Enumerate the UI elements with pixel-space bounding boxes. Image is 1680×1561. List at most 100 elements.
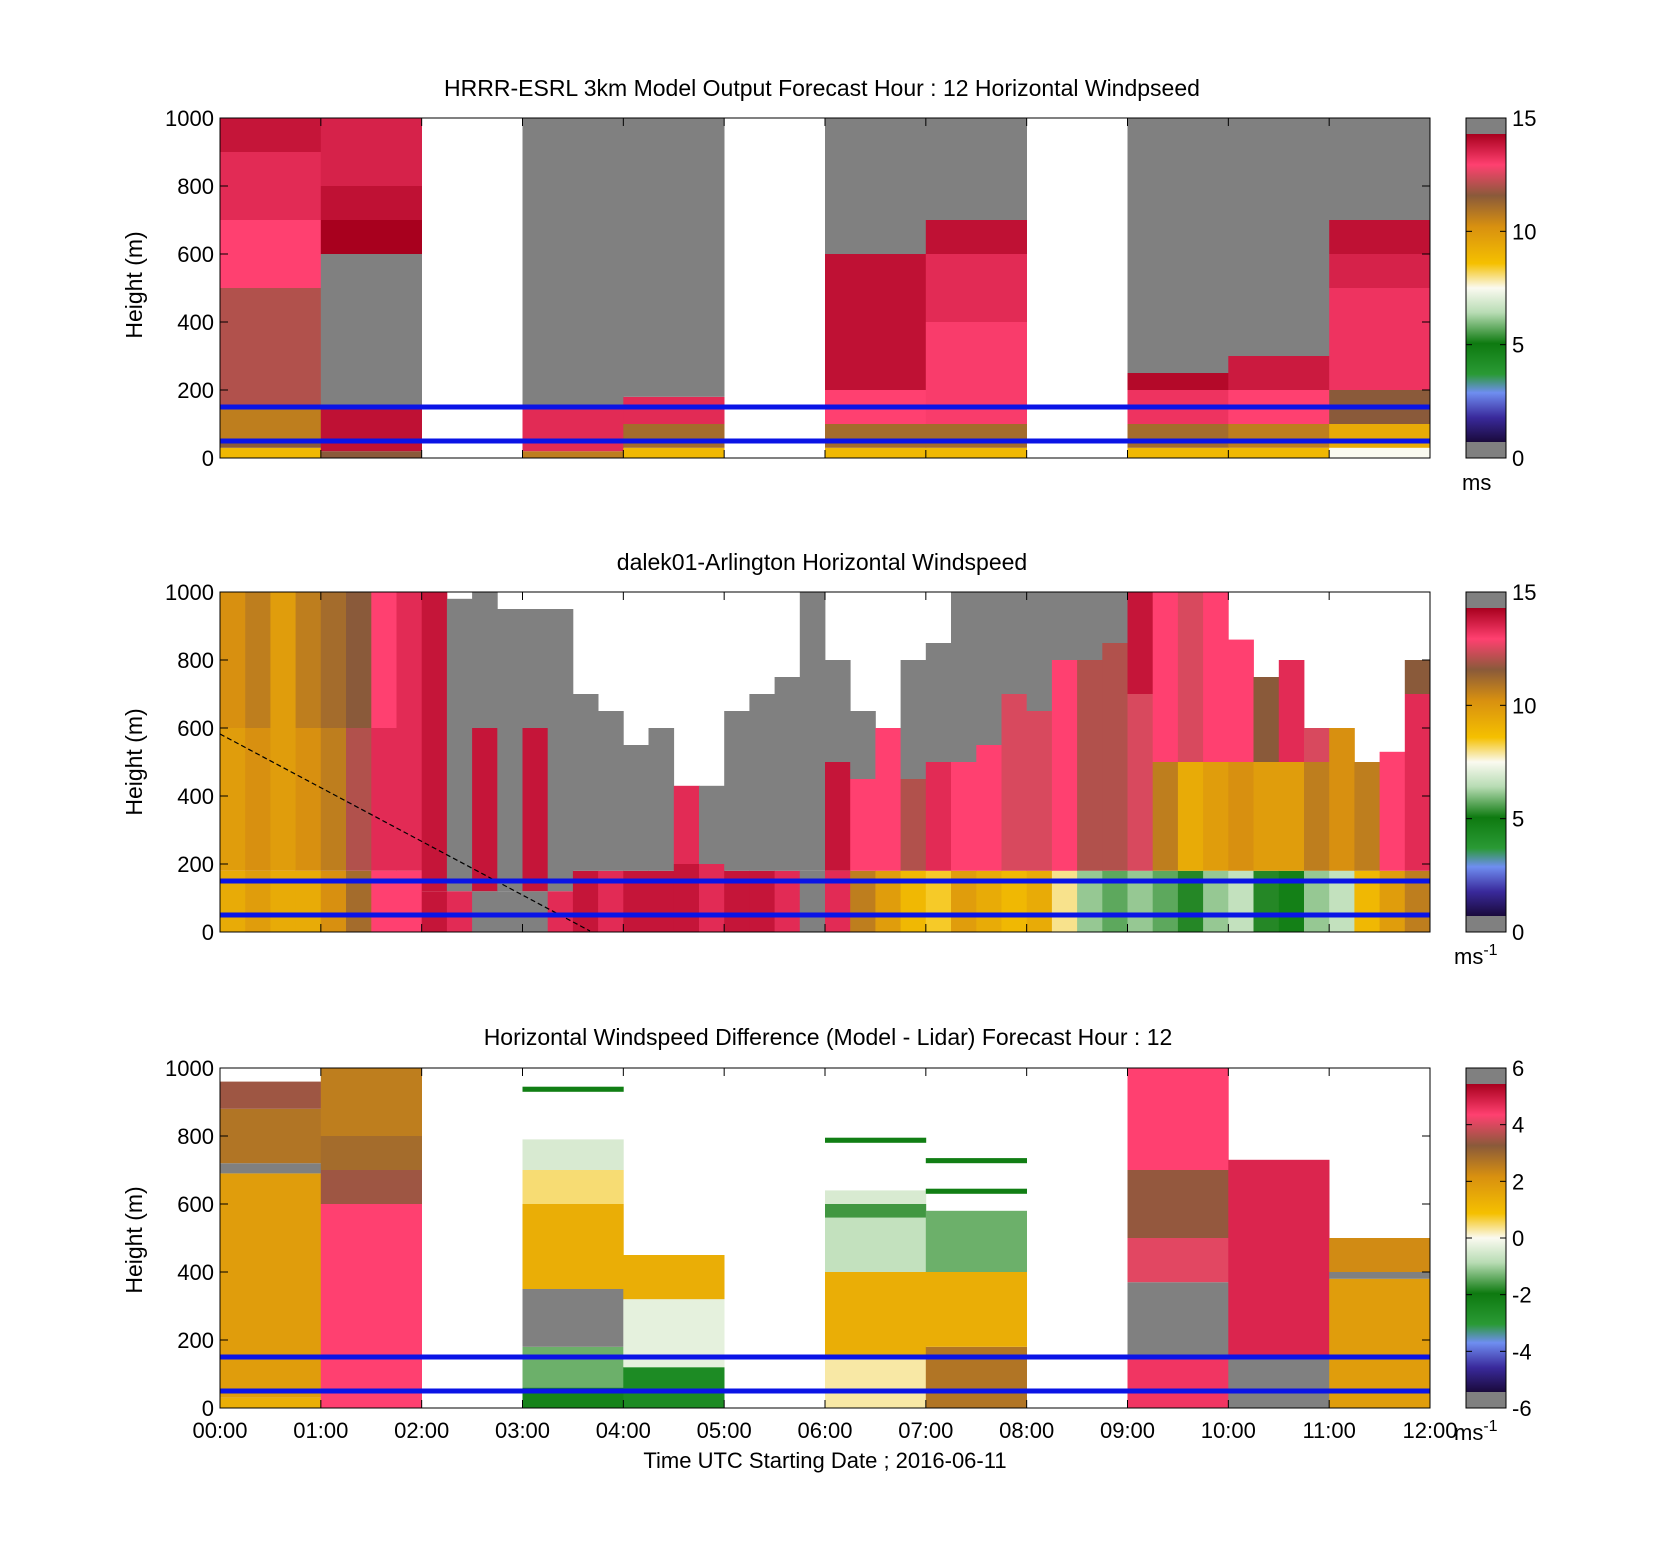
heatmap-cell-41-1 [1253,762,1280,871]
x-tick-label: 10:00 [1201,1418,1256,1443]
heatmap-cell-2-2 [270,592,296,728]
heatmap-cell-38-2 [1177,592,1204,762]
heatmap-cell-41-2 [1253,677,1280,762]
heatmap-cell-7-1 [1228,1159,1330,1357]
heatmap-cell-3-2 [623,396,725,424]
heatmap-cell-18-0 [673,864,700,932]
colorbar-over-cap [1466,592,1506,608]
heatmap-cell-0-0 [220,1397,322,1408]
heatmap-cell-0-5 [220,152,322,220]
heatmap-cell-2-1 [522,407,624,452]
heatmap-cell-8-1 [421,728,448,892]
heatmap-cell-12-2 [522,609,549,728]
heatmap-cell-8-5 [1329,220,1431,254]
panel-3-title: Horizontal Windspeed Difference (Model -… [484,1024,1173,1050]
panel-2-dashed-trend-line [219,733,591,932]
heatmap-cell-8-0 [1329,447,1431,458]
y-tick-label: 200 [177,378,214,403]
heatmap-cell-5-4 [925,220,1027,254]
y-tick-label: 800 [177,648,214,673]
colorbar-tick-label: 10 [1512,219,1536,244]
heatmap-cell-0-1 [220,728,246,871]
heatmap-cell-45-1 [1354,762,1380,871]
heatmap-cell-3-0 [623,1367,725,1408]
heatmap-cell-7-4 [1228,118,1330,356]
heatmap-cell-13-0 [547,891,574,932]
heatmap-cell-14-1 [572,728,599,871]
heatmap-cell-22-1 [774,677,801,871]
y-tick-label: 800 [177,174,214,199]
panel-2-ticks: 0 200 400 600 800 1000 [165,580,1431,945]
heatmap-cell-2-2 [522,1289,624,1347]
heatmap-cell-0-4 [220,1081,322,1109]
heatmap-cell-16-1 [623,745,649,871]
heatmap-cell-6-1 [1127,1282,1229,1357]
heatmap-cell-31-1 [1001,694,1028,871]
heatmap-cell-0-2 [220,1163,322,1174]
heatmap-cell-35-2 [1102,592,1128,643]
y-tick-label: 0 [202,1396,214,1421]
colorbar-unit: ms [1462,470,1491,495]
colorbar-frame [1465,117,1507,459]
heatmap-cell-6-2 [1127,1238,1229,1283]
heatmap-cell-2-6 [522,1086,624,1092]
heatmap-cell-4-2 [320,592,347,728]
x-tick-label: 03:00 [495,1418,550,1443]
heatmap-cell-1-1 [320,1170,422,1204]
x-axis-label: Time UTC Starting Date ; 2016-06-11 [643,1448,1006,1473]
heatmap-cell-10-2 [472,592,498,728]
heatmap-cell-34-1 [1077,660,1103,871]
y-tick-label: 400 [177,784,214,809]
heatmap-cell-25-2 [850,711,876,779]
x-tick-labels: 00:00 01:00 02:00 03:00 04:00 05:00 06:00 07:00… [192,1418,1457,1443]
heatmap-cell-2-1 [270,728,296,871]
y-tick-label: 200 [177,1328,214,1353]
panel-1-reference-lines [220,404,1430,444]
heatmap-cell-26-1 [875,728,901,871]
y-tick-label: 400 [177,310,214,335]
heatmap-cell-3-0 [623,447,725,458]
panel-3-ticks: 0 200 400 600 800 1000 [165,1056,1431,1421]
heatmap-cell-29-1 [951,762,977,871]
y-tick-label: 200 [177,852,214,877]
colorbar-unit-exponent: -1 [1483,1418,1497,1435]
heatmap-cell-8-3 [1329,288,1431,390]
colorbar-under-cap [1466,1392,1506,1408]
y-tick-label: 1000 [165,106,214,131]
heatmap-cell-30-2 [976,592,1002,745]
heatmap-cell-5-1 [925,424,1027,448]
y-tick-label: 400 [177,1260,214,1285]
colorbar-tick-label: 5 [1512,807,1524,832]
heatmap-cell-7-1 [396,728,423,871]
heatmap-cell-20-1 [724,711,750,871]
panel-1-title: HRRR-ESRL 3km Model Output Forecast Hour… [444,75,1200,101]
heatmap-cell-0-3 [220,288,322,407]
colorbar-tick-label: 6 [1512,1056,1524,1081]
heatmap-cell-0-1 [220,441,322,448]
heatmap-cell-27-1 [900,779,927,871]
heatmap-cell-4-4 [825,1190,927,1204]
heatmap-cell-7-0 [1228,447,1330,458]
heatmap-cell-10-1 [472,728,498,892]
heatmap-cell-4-1 [825,1272,927,1357]
heatmap-cell-35-1 [1102,643,1128,871]
heatmap-cell-0-1 [220,1173,322,1398]
heatmap-cell-44-1 [1329,728,1355,871]
heatmap-cell-0-4 [220,220,322,288]
heatmap-cell-17-1 [648,728,675,871]
heatmap-cell-9-1 [446,728,473,892]
heatmap-cell-11-0 [497,891,523,932]
colorbar-tick-label: 15 [1512,106,1536,131]
panel-2-reference-lines [220,878,1430,918]
heatmap-cell-0-6 [220,118,322,152]
heatmap-cell-5-2 [346,592,372,728]
heatmap-cell-5-2 [925,1210,1027,1272]
heatmap-cell-36-2 [1127,592,1154,694]
colorbar-tick-label: 2 [1512,1169,1524,1194]
heatmap-cell-36-1 [1127,694,1154,871]
heatmap-cell-1-4 [320,186,422,220]
heatmap-cell-6-1 [1127,424,1229,448]
heatmap-cell-33-2 [1051,592,1078,660]
panel-1: HRRR-ESRL 3km Model Output Forecast Hour… [121,75,1536,495]
heatmap-cell-28-1 [925,762,952,871]
